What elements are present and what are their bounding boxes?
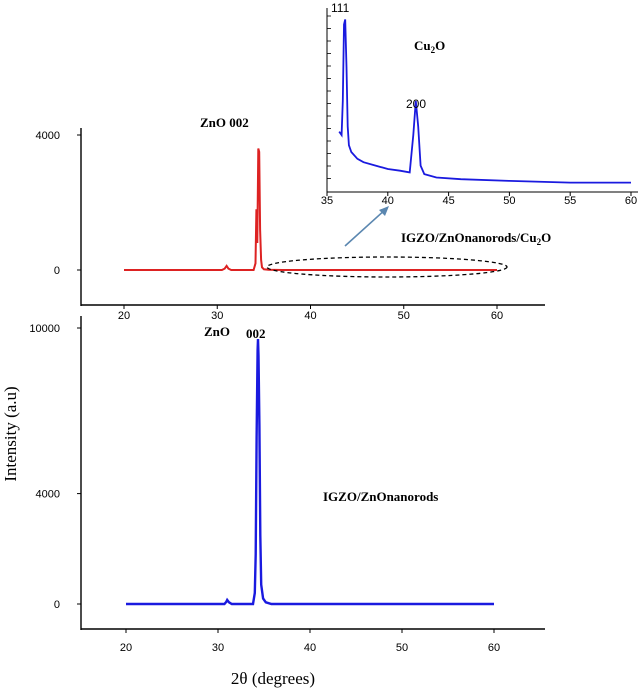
bottom-y-tick-label: 10000 <box>29 323 60 335</box>
highlight-ellipse <box>266 256 508 278</box>
top-x-tick-label: 60 <box>491 310 503 322</box>
top-x-tick-label: 40 <box>304 310 316 322</box>
inset-x-tick-label: 35 <box>321 195 333 207</box>
bottom-x-tick-label: 30 <box>212 642 224 654</box>
inset-x-tick-label: 55 <box>564 195 576 207</box>
inset-series-line <box>338 19 631 184</box>
y-axis-label: Intensity (a.u) <box>1 386 20 481</box>
bottom-x-tick-label: 50 <box>396 642 408 654</box>
bottom-panel: 20 30 40 50 60 0 4000 10000 ZnO 002 IGZO/ZnOnan… <box>1 316 545 688</box>
top-panel: 20 30 40 50 60 0 4000 ZnO 002 IGZO/ZnOnanorods… <box>36 115 552 322</box>
bottom-peak-label-002: 002 <box>246 326 266 341</box>
bottom-y-tick-label: 4000 <box>36 489 60 501</box>
bottom-x-tick-label: 60 <box>488 642 500 654</box>
x-axis-label: 2θ (degrees) <box>231 669 315 688</box>
bottom-x-tick-label: 20 <box>120 642 132 654</box>
pointer-arrow <box>344 206 389 247</box>
bottom-peak-label-zno: ZnO <box>204 324 230 339</box>
top-series-line <box>124 148 497 271</box>
inset-title: Cu2O <box>414 38 445 55</box>
top-x-tick-label: 50 <box>398 310 410 322</box>
top-x-tick-label: 30 <box>211 310 223 322</box>
bottom-y-tick-label: 0 <box>54 599 60 611</box>
bottom-series-line <box>126 338 494 606</box>
inset-x-tick-label: 50 <box>503 195 515 207</box>
bottom-x-tick-label: 40 <box>304 642 316 654</box>
inset-peak-111: 111 <box>331 1 350 15</box>
inset-peak-200: 200 <box>406 97 426 111</box>
top-y-tick-label: 0 <box>54 265 60 277</box>
bottom-sample-label: IGZO/ZnOnanorods <box>323 489 438 504</box>
top-x-tick-label: 20 <box>118 310 130 322</box>
inset-x-tick-label: 45 <box>442 195 454 207</box>
top-peak-label: ZnO 002 <box>200 115 249 130</box>
inset-x-tick-label: 60 <box>625 195 637 207</box>
top-y-tick-label: 4000 <box>36 130 60 142</box>
inset-panel: 35 40 45 50 55 60 Cu2O 111 200 <box>321 1 638 207</box>
inset-x-tick-label: 40 <box>382 195 394 207</box>
top-sample-label: IGZO/ZnOnanorods/Cu2O <box>401 230 551 247</box>
